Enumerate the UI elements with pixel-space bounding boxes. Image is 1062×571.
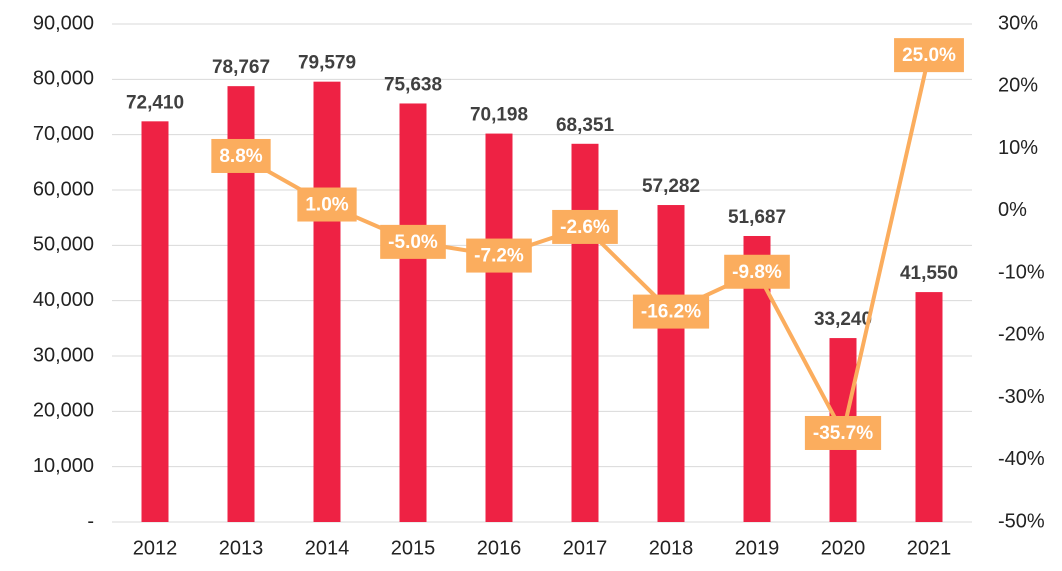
line-value-label: -5.0% bbox=[380, 224, 446, 259]
bar bbox=[313, 81, 341, 522]
y-tick-label: 70,000 bbox=[33, 123, 94, 145]
line-value-text: -7.2% bbox=[474, 246, 524, 267]
line-label-box bbox=[724, 254, 790, 289]
x-tick-label: 2019 bbox=[735, 537, 780, 559]
line-value-label: -9.8% bbox=[724, 254, 790, 289]
x-tick-label: 2015 bbox=[391, 537, 436, 559]
x-tick-label: 2012 bbox=[133, 537, 178, 559]
line-value-label: 25.0% bbox=[894, 38, 964, 73]
bar-value-label: 57,282 bbox=[642, 176, 700, 197]
line-label-box bbox=[632, 294, 710, 329]
line-value-text: 1.0% bbox=[305, 195, 348, 216]
y2-tick-label: 0% bbox=[998, 199, 1027, 221]
line-label-box bbox=[552, 209, 618, 244]
bar-value-label: 72,410 bbox=[126, 92, 184, 113]
y2-tick-label: -30% bbox=[998, 386, 1045, 408]
y2-tick-label: -40% bbox=[998, 448, 1045, 470]
line-value-label: -7.2% bbox=[466, 238, 532, 273]
bar-value-label: 79,579 bbox=[298, 53, 356, 74]
bar-value-label: 78,767 bbox=[212, 57, 270, 78]
line-value-text: 25.0% bbox=[902, 45, 956, 66]
x-tick-label: 2021 bbox=[907, 537, 952, 559]
bar-value-label: 75,638 bbox=[384, 74, 442, 95]
y-tick-label: 90,000 bbox=[33, 12, 94, 34]
y-tick-label: 80,000 bbox=[33, 68, 94, 90]
x-tick-label: 2017 bbox=[563, 537, 608, 559]
bar bbox=[657, 205, 685, 522]
line-label-box bbox=[297, 187, 357, 222]
line-label-box bbox=[380, 224, 446, 259]
x-tick-label: 2014 bbox=[305, 537, 350, 559]
y2-tick-label: 20% bbox=[998, 75, 1038, 97]
line-value-label: 1.0% bbox=[297, 187, 357, 222]
y-tick-label: - bbox=[87, 510, 94, 532]
x-tick-label: 2013 bbox=[219, 537, 264, 559]
bar bbox=[571, 143, 599, 522]
bar-value-label: 41,550 bbox=[900, 263, 958, 284]
line-label-box bbox=[894, 38, 964, 73]
bar-value-label: 33,240 bbox=[814, 309, 872, 330]
line-value-label: 8.8% bbox=[211, 138, 271, 173]
y-tick-label: 30,000 bbox=[33, 344, 94, 366]
bar-value-label: 70,198 bbox=[470, 105, 528, 126]
line-label-box bbox=[466, 238, 532, 273]
y2-tick-label: -10% bbox=[998, 261, 1045, 283]
bar bbox=[141, 121, 169, 523]
y2-tick-label: -20% bbox=[998, 324, 1045, 346]
bar bbox=[915, 292, 943, 522]
line-value-label: -16.2% bbox=[632, 294, 710, 329]
line-value-text: -2.6% bbox=[560, 217, 610, 238]
y-tick-label: 10,000 bbox=[33, 455, 94, 477]
y2-tick-label: 10% bbox=[998, 137, 1038, 159]
y-tick-label: 40,000 bbox=[33, 289, 94, 311]
x-tick-label: 2020 bbox=[821, 537, 866, 559]
bar-value-label: 51,687 bbox=[728, 207, 786, 228]
y2-tick-label: -50% bbox=[998, 510, 1045, 532]
y-tick-label: 60,000 bbox=[33, 178, 94, 200]
x-tick-label: 2018 bbox=[649, 537, 694, 559]
line-value-text: -16.2% bbox=[641, 302, 701, 323]
bar bbox=[399, 103, 427, 523]
line-label-box bbox=[804, 415, 882, 450]
y-tick-label: 20,000 bbox=[33, 400, 94, 422]
line-value-text: -35.7% bbox=[813, 423, 873, 444]
bar-value-label: 68,351 bbox=[556, 115, 615, 136]
line-value-text: -5.0% bbox=[388, 232, 438, 253]
y-tick-label: 50,000 bbox=[33, 234, 94, 256]
bar bbox=[485, 133, 513, 523]
line-value-label: -35.7% bbox=[804, 415, 882, 450]
y2-tick-label: 30% bbox=[998, 12, 1038, 34]
line-value-label: -2.6% bbox=[552, 209, 618, 244]
line-label-box bbox=[211, 138, 271, 173]
line-value-text: -9.8% bbox=[732, 262, 782, 283]
line-value-text: 8.8% bbox=[219, 146, 262, 167]
x-tick-label: 2016 bbox=[477, 537, 522, 559]
